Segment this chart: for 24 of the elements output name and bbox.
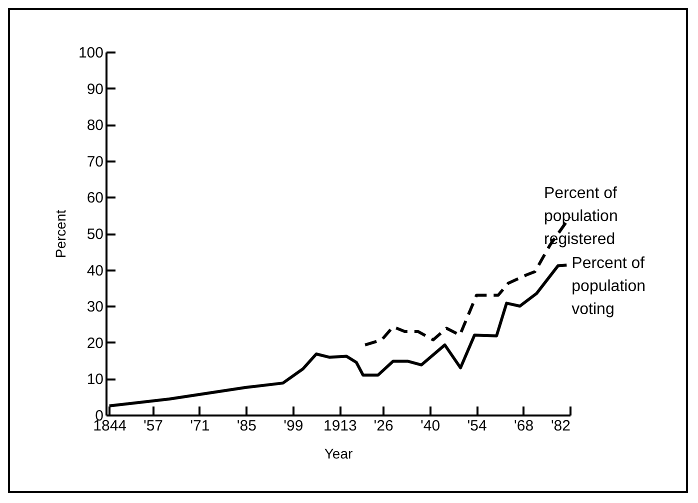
x-axis-title: Year bbox=[324, 446, 353, 462]
x-tick-label: '26 bbox=[374, 418, 394, 434]
y-tick-label: 100 bbox=[78, 44, 104, 62]
x-tick-label: 1913 bbox=[323, 418, 357, 434]
x-tick-label: '40 bbox=[420, 418, 440, 434]
x-tick-label: '82 bbox=[550, 418, 570, 434]
x-tick-label: '85 bbox=[236, 418, 256, 434]
series-label: Percent of population voting bbox=[572, 255, 646, 318]
x-tick-label: '57 bbox=[143, 418, 164, 434]
y-axis-title: Percent bbox=[52, 210, 68, 258]
x-tick-label: '99 bbox=[284, 418, 304, 434]
y-tick-label: 90 bbox=[86, 80, 104, 98]
series-label: Percent of population registered bbox=[544, 184, 618, 248]
y-tick-label: 70 bbox=[86, 153, 104, 170]
x-tick-label: '54 bbox=[467, 418, 487, 434]
y-tick-label: 60 bbox=[86, 190, 104, 207]
y-tick-label: 10 bbox=[86, 371, 104, 388]
y-tick-label: 80 bbox=[86, 117, 104, 134]
y-tick-label: 40 bbox=[86, 262, 104, 280]
y-tick-label: 20 bbox=[86, 334, 104, 352]
x-tick-label: '71 bbox=[190, 418, 210, 434]
y-tick-label: 50 bbox=[86, 226, 104, 243]
x-tick-label: '68 bbox=[514, 418, 534, 434]
y-tick-label: 30 bbox=[86, 298, 104, 316]
